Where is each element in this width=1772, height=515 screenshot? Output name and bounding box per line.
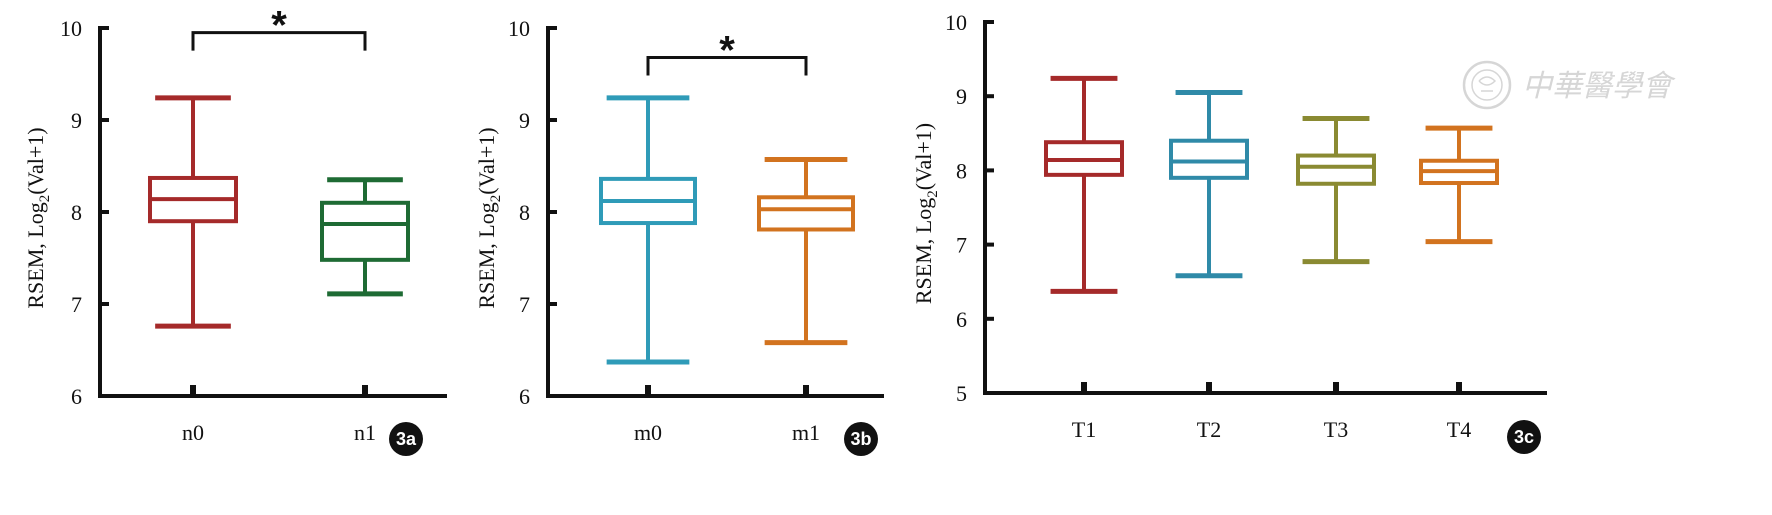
y-tick-label: 5 — [956, 381, 967, 406]
x-tick-label: n1 — [354, 420, 376, 445]
panel-3a: 6 7 8 9 10 RSEM, Log2(Val+1) n0 n1 * 3a — [23, 4, 447, 456]
box-n1: n1 — [320, 177, 410, 445]
y-axis-title-subscript: 2 — [37, 195, 53, 203]
panel-badge-circle — [1507, 420, 1541, 454]
y-tick-label: 9 — [956, 84, 967, 109]
y-axis-title: RSEM, Log2(Val+1) — [911, 123, 941, 304]
x-tick-label: T1 — [1072, 417, 1096, 442]
y-tick-label: 9 — [71, 108, 82, 133]
panel-badge-circle — [389, 422, 423, 456]
x-tick-label: n0 — [182, 420, 204, 445]
watermark: 中華醫學會 — [1462, 60, 1676, 110]
y-axis-title-tail: (Val+1) — [911, 123, 936, 190]
box-m1: m1 — [757, 157, 855, 445]
panel-badge-circle — [844, 422, 878, 456]
x-tick-label: T4 — [1447, 417, 1471, 442]
y-axis-title-subscript: 2 — [488, 195, 504, 203]
box-m0: m0 — [599, 95, 697, 445]
y-tick-label: 10 — [508, 16, 530, 41]
watermark-text: 中華醫學會 — [1522, 69, 1676, 104]
iqr-box — [1296, 153, 1376, 186]
panel-badge-label: 3b — [850, 429, 871, 449]
panel-3c: 5 6 7 8 9 10 RSEM, Log2(Val+1) T1 T2 T3 T4 3c — [911, 10, 1547, 454]
panel-badge-label: 3a — [396, 429, 417, 449]
x-tick-label: m0 — [634, 420, 662, 445]
box-T4: T4 — [1419, 125, 1499, 442]
box-T1: T1 — [1044, 75, 1124, 442]
y-axis-title-main: RSEM, Log — [474, 202, 499, 308]
y-axis-title-subscript: 2 — [925, 190, 941, 198]
y-axis-title-main: RSEM, Log — [911, 198, 936, 304]
y-tick-label: 8 — [956, 158, 967, 183]
panel-badge: 3b — [844, 422, 878, 456]
iqr-box — [320, 200, 410, 262]
x-tick-label: T3 — [1324, 417, 1348, 442]
y-axis-title-tail: (Val+1) — [23, 127, 48, 194]
panel-badge: 3a — [389, 422, 423, 456]
box-T2: T2 — [1169, 89, 1249, 442]
y-tick-label: 8 — [519, 200, 530, 225]
y-tick-label: 10 — [945, 10, 967, 35]
y-tick-label: 7 — [956, 233, 967, 258]
significance-star: * — [271, 4, 287, 48]
x-tick-label: T2 — [1197, 417, 1221, 442]
y-axis-title-tail: (Val+1) — [474, 127, 499, 194]
panel-badge: 3c — [1507, 420, 1541, 454]
iqr-box — [1169, 138, 1249, 180]
watermark-seal-mark — [1478, 76, 1497, 92]
box-n0: n0 — [148, 95, 238, 445]
watermark-seal-icon — [1462, 60, 1512, 110]
significance-bracket — [646, 55, 808, 76]
y-tick-label: 9 — [519, 108, 530, 133]
panel-3b: 6 7 8 9 10 RSEM, Log2(Val+1) m0 m1 * 3b — [474, 16, 884, 456]
panel-badge-label: 3c — [1514, 427, 1534, 447]
y-tick-label: 6 — [71, 384, 82, 409]
watermark-seal-inner — [1471, 69, 1503, 101]
box-T3: T3 — [1296, 115, 1376, 442]
y-axis-title: RSEM, Log2(Val+1) — [474, 127, 504, 308]
y-tick-label: 7 — [71, 292, 82, 317]
y-tick-label: 6 — [956, 307, 967, 332]
x-tick-label: m1 — [792, 420, 820, 445]
y-tick-label: 7 — [519, 292, 530, 317]
y-tick-label: 6 — [519, 384, 530, 409]
iqr-box — [757, 195, 855, 232]
significance-bracket — [191, 31, 367, 51]
y-axis-title-main: RSEM, Log — [23, 202, 48, 308]
y-tick-label: 8 — [71, 200, 82, 225]
significance-star: * — [719, 28, 735, 72]
y-axis-title: RSEM, Log2(Val+1) — [23, 127, 53, 308]
y-tick-label: 10 — [60, 16, 82, 41]
